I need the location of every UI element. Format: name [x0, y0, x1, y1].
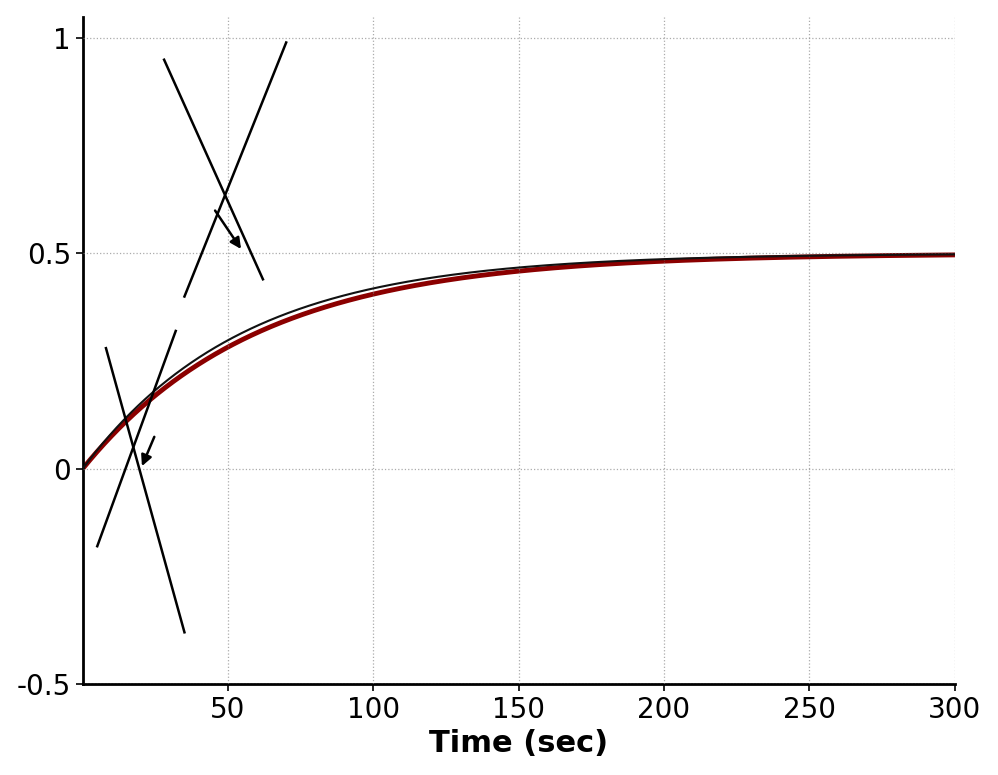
X-axis label: Time (sec): Time (sec) — [429, 729, 608, 758]
